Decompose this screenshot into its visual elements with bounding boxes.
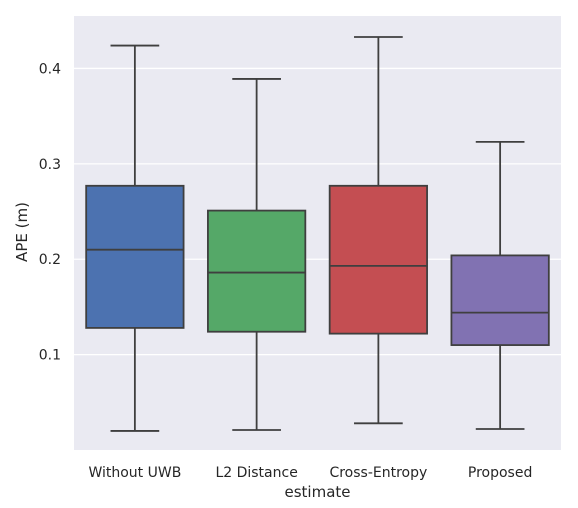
x-tick-label: Proposed [468,465,532,481]
iqr-box [207,209,307,333]
x-tick-label: Cross-Entropy [329,465,427,481]
iqr-box [85,184,185,329]
y-tick-label: 0.1 [39,348,61,364]
box-cross-entropy [328,36,428,425]
box-proposed [450,141,550,430]
x-tick-label: Without UWB [88,465,181,481]
x-tick-labels: Without UWB L2 Distance Cross-Entropy Propo… [88,465,532,481]
iqr-box [328,184,428,335]
x-tick-label: L2 Distance [215,465,297,481]
y-tick-label: 0.3 [39,157,61,173]
box-without-uwb [85,44,185,432]
iqr-box [450,254,550,346]
x-axis-label: estimate [284,483,350,501]
y-tick-label: 0.2 [39,252,61,268]
box-l2-distance [207,78,307,431]
y-axis-label: APE (m) [13,202,31,262]
y-tick-labels: 0.1 0.2 0.3 0.4 [39,61,61,363]
y-tick-label: 0.4 [39,61,61,77]
boxes [85,36,550,432]
